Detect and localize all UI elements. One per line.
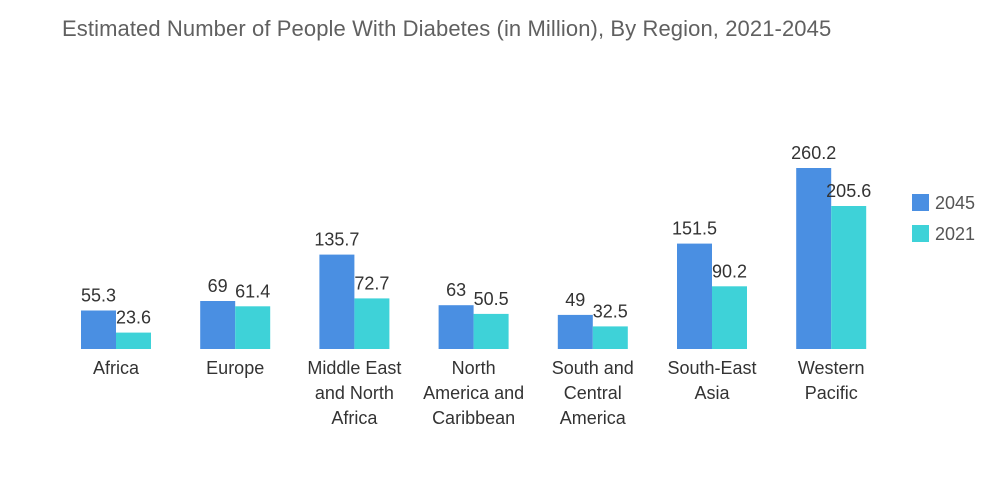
- bar-2045-5: [677, 243, 712, 349]
- value-label-2021-3: 50.5: [474, 289, 509, 309]
- value-label-2021-4: 32.5: [593, 301, 628, 321]
- bar-2021-1: [235, 306, 271, 349]
- category-label-5: South-East Asia: [667, 358, 756, 403]
- value-label-2045-6: 260.2: [791, 143, 836, 163]
- value-label-2045-3: 63: [446, 280, 466, 300]
- value-label-2045-1: 69: [208, 276, 228, 296]
- bar-2021-4: [592, 326, 628, 349]
- category-label-4: South and Central America: [552, 358, 634, 428]
- bar-2045-2: [319, 254, 355, 349]
- bar-2045-6: [796, 168, 832, 349]
- bar-2021-2: [354, 298, 390, 349]
- category-label-6: Western Pacific: [798, 358, 865, 403]
- legend-swatch-2021: [912, 225, 929, 242]
- value-label-2021-6: 205.6: [826, 181, 871, 201]
- bar-2021-5: [712, 286, 747, 349]
- value-label-2021-5: 90.2: [712, 261, 747, 281]
- value-label-2021-1: 61.4: [235, 281, 270, 301]
- value-label-2045-0: 55.3: [81, 286, 116, 306]
- legend-label-2021: 2021: [935, 224, 975, 244]
- category-label-1: Europe: [206, 358, 264, 378]
- category-label-2: Middle East and North Africa: [307, 358, 401, 428]
- bar-2021-6: [831, 206, 867, 349]
- category-label-0: Africa: [93, 358, 140, 378]
- bar-2045-0: [81, 310, 116, 349]
- bar-2021-3: [473, 313, 509, 349]
- category-label-3: North America and Caribbean: [423, 358, 524, 428]
- bar-2045-3: [438, 305, 474, 349]
- bar-2045-1: [200, 301, 236, 349]
- value-label-2021-2: 72.7: [354, 273, 389, 293]
- bar-2045-4: [557, 314, 593, 349]
- value-label-2045-2: 135.7: [314, 230, 359, 250]
- value-label-2045-4: 49: [565, 290, 585, 310]
- value-label-2021-0: 23.6: [116, 308, 151, 328]
- bar-2021-0: [116, 332, 151, 349]
- value-label-2045-5: 151.5: [672, 219, 717, 239]
- legend-label-2045: 2045: [935, 193, 975, 213]
- chart-title: Estimated Number of People With Diabetes…: [62, 16, 832, 41]
- legend-swatch-2045: [912, 194, 929, 211]
